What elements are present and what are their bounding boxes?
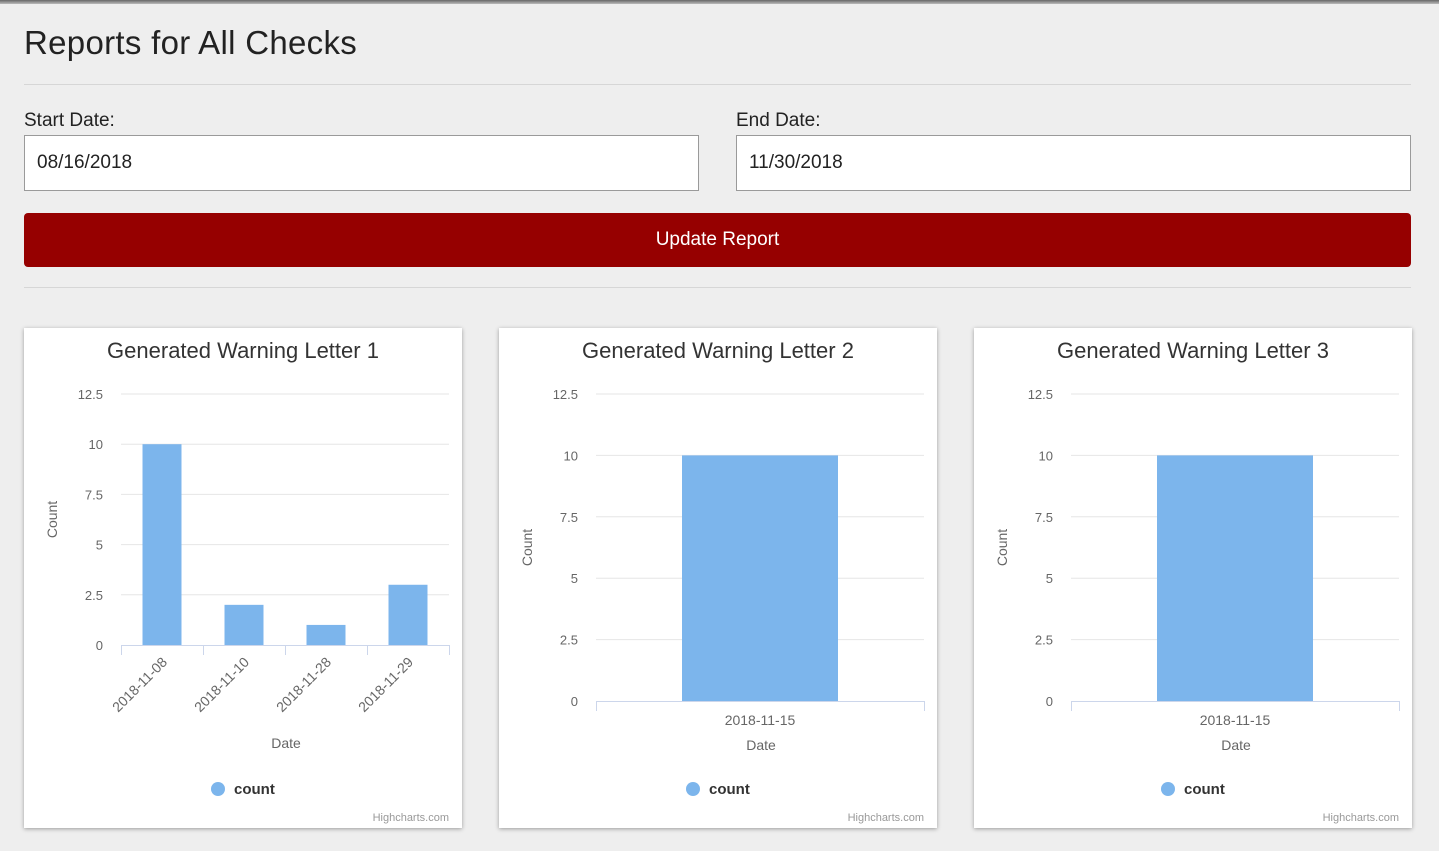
y-tick-label: 12.5 — [1028, 387, 1053, 402]
x-axis-title: Date — [271, 735, 301, 751]
highcharts-credits: Highcharts.com — [848, 812, 924, 824]
chart-title: Generated Warning Letter 3 — [1057, 338, 1329, 363]
y-tick-label: 7.5 — [85, 487, 103, 502]
end-date-label: End Date: — [736, 110, 821, 131]
page-title: Reports for All Checks — [24, 24, 358, 61]
x-category-label: 2018-11-29 — [355, 654, 416, 715]
highcharts-credits: Highcharts.com — [1323, 812, 1399, 824]
y-tick-label: 0 — [96, 638, 103, 653]
chart-1: Generated Warning Letter 1 0 2.5 5 7.5 10 12.5… — [44, 338, 450, 824]
y-tick-label: 7.5 — [560, 510, 578, 525]
bar — [142, 444, 182, 645]
top-border — [0, 0, 1439, 4]
bar — [682, 455, 838, 701]
y-tick-label: 5 — [96, 538, 103, 553]
y-tick-label: 5 — [571, 571, 578, 586]
y-tick-label: 10 — [564, 448, 578, 463]
chart-title: Generated Warning Letter 2 — [582, 338, 854, 363]
legend-item-count: count — [1184, 781, 1225, 798]
legend-item-count: count — [234, 781, 275, 798]
y-tick-label: 0 — [1046, 694, 1053, 709]
y-axis-title: Count — [994, 529, 1010, 566]
chart-2: Generated Warning Letter 2 0 2.5 5 7.5 10 12.5… — [519, 338, 925, 824]
chart-3: Generated Warning Letter 3 0 2.5 5 7.5 10 12.5… — [994, 338, 1400, 824]
x-category-label: 2018-11-10 — [191, 654, 252, 715]
x-axis-title: Date — [746, 737, 776, 753]
chart-card-2: Generated Warning Letter 2 0 2.5 5 7.5 10 12.5… — [499, 328, 937, 828]
y-tick-label: 12.5 — [553, 387, 578, 402]
y-axis-title: Count — [519, 529, 535, 566]
highcharts-credits: Highcharts.com — [373, 812, 449, 824]
x-category-label: 2018-11-15 — [1200, 712, 1271, 728]
y-tick-label: 5 — [1046, 571, 1053, 586]
legend-marker — [686, 782, 700, 796]
y-tick-label: 2.5 — [1035, 633, 1053, 648]
legend-marker — [1161, 782, 1175, 796]
y-tick-label: 2.5 — [560, 633, 578, 648]
bar — [224, 604, 264, 645]
y-tick-label: 12.5 — [78, 387, 103, 402]
legend-item-count: count — [709, 781, 750, 798]
bar — [306, 624, 346, 645]
legend-marker — [211, 782, 225, 796]
x-axis-title: Date — [1221, 737, 1251, 753]
divider — [24, 84, 1411, 85]
x-category-label: 2018-11-15 — [725, 712, 796, 728]
y-tick-label: 7.5 — [1035, 510, 1053, 525]
x-category-label: 2018-11-08 — [109, 654, 170, 715]
start-date-input[interactable] — [24, 135, 699, 191]
divider — [24, 287, 1411, 288]
bar — [1157, 455, 1313, 701]
end-date-input[interactable] — [736, 135, 1411, 191]
y-tick-label: 10 — [89, 437, 103, 452]
x-category-label: 2018-11-28 — [273, 654, 334, 715]
bar — [388, 584, 428, 645]
chart-card-3: Generated Warning Letter 3 0 2.5 5 7.5 10 12.5… — [974, 328, 1412, 828]
y-tick-label: 0 — [571, 694, 578, 709]
chart-card-1: Generated Warning Letter 1 0 2.5 5 7.5 10 12.5… — [24, 328, 462, 828]
y-tick-label: 2.5 — [85, 588, 103, 603]
update-report-button[interactable]: Update Report — [24, 213, 1411, 267]
y-axis-title: Count — [44, 501, 60, 538]
start-date-label: Start Date: — [24, 110, 115, 131]
y-tick-label: 10 — [1039, 448, 1053, 463]
chart-title: Generated Warning Letter 1 — [107, 338, 379, 363]
